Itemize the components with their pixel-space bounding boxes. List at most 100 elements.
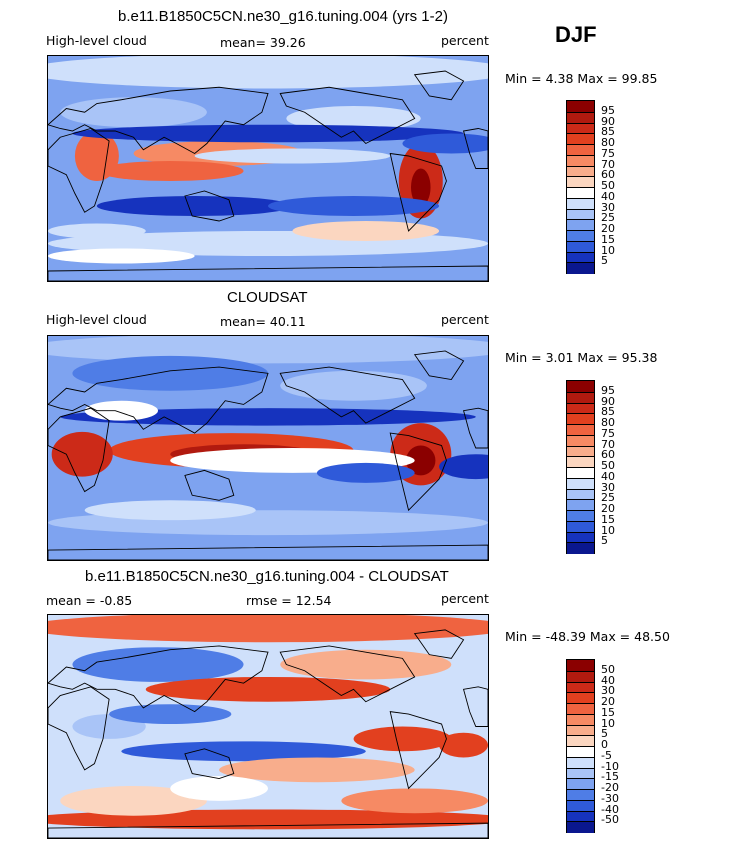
contour-region bbox=[280, 370, 427, 401]
panel-2-units-label: percent bbox=[441, 312, 489, 327]
colorbar-tick-label: 30 bbox=[601, 200, 615, 214]
contour-region bbox=[402, 133, 488, 154]
colorbar-swatch bbox=[567, 789, 594, 801]
colorbar-tick-label: 95 bbox=[601, 383, 615, 397]
coastline bbox=[48, 408, 109, 491]
coastline bbox=[48, 266, 488, 281]
contour-region bbox=[170, 776, 268, 801]
colorbar-swatch bbox=[567, 111, 594, 124]
contour-region bbox=[439, 454, 488, 480]
coastline bbox=[48, 687, 109, 770]
colorbar-swatch bbox=[567, 219, 594, 231]
season-label: DJF bbox=[555, 22, 597, 47]
panel-1-map bbox=[47, 55, 489, 282]
colorbar-swatch bbox=[567, 402, 594, 415]
contour-region bbox=[219, 757, 415, 783]
panel-3-map bbox=[47, 614, 489, 839]
coastline bbox=[280, 87, 414, 143]
colorbar-swatch bbox=[567, 735, 594, 747]
colorbar-swatch bbox=[567, 767, 594, 780]
contour-region bbox=[353, 726, 452, 752]
contour-region bbox=[286, 106, 421, 131]
coastline bbox=[48, 129, 109, 213]
contour-region bbox=[439, 732, 488, 758]
panel-2-min-max: Min = 3.01 Max = 95.38 bbox=[505, 350, 658, 365]
contour-region bbox=[109, 704, 232, 725]
colorbar-swatch bbox=[567, 434, 594, 447]
coastline bbox=[280, 367, 414, 423]
colorbar-swatch bbox=[567, 122, 594, 135]
contour-region bbox=[194, 148, 391, 164]
contour-region bbox=[406, 445, 436, 476]
contour-region bbox=[72, 355, 268, 391]
colorbar-tick-label: -50 bbox=[601, 813, 619, 827]
colorbar-swatch bbox=[567, 542, 594, 554]
colorbar-tick-label: -10 bbox=[601, 759, 619, 773]
coastline bbox=[415, 71, 464, 100]
contour-region bbox=[84, 400, 158, 421]
panel-2-title: CLOUDSAT bbox=[227, 289, 308, 306]
contour-region bbox=[411, 168, 431, 206]
contour-region bbox=[316, 462, 415, 483]
coastline bbox=[390, 712, 446, 789]
colorbar-tick-label: -30 bbox=[601, 791, 619, 805]
coastline bbox=[464, 408, 488, 448]
colorbar-tick-label: 75 bbox=[601, 146, 615, 160]
colorbar-tick-label: 30 bbox=[601, 480, 615, 494]
colorbar-tick-label: 40 bbox=[601, 189, 615, 203]
colorbar-swatch bbox=[567, 520, 594, 533]
contour-region bbox=[48, 248, 195, 264]
coastline bbox=[48, 87, 268, 153]
panel-2-colorbar bbox=[566, 380, 595, 554]
coastline bbox=[464, 687, 488, 727]
colorbar-tick-label: 40 bbox=[601, 673, 615, 687]
panel-1-colorbar bbox=[566, 100, 595, 274]
colorbar-tick-label: 30 bbox=[601, 684, 615, 698]
colorbar-swatch bbox=[567, 799, 594, 812]
contour-region bbox=[268, 196, 440, 216]
contour-region bbox=[60, 408, 476, 426]
colorbar-swatch bbox=[567, 187, 594, 199]
colorbar-swatch bbox=[567, 154, 594, 167]
colorbar-swatch bbox=[567, 230, 594, 242]
colorbar-tick-label: 75 bbox=[601, 426, 615, 440]
contour-region bbox=[96, 196, 293, 216]
colorbar-swatch bbox=[567, 467, 594, 479]
coastline bbox=[415, 630, 464, 658]
contour-region bbox=[74, 131, 119, 181]
panel-3-min-max: Min = -48.39 Max = 48.50 bbox=[505, 629, 670, 644]
contour-region bbox=[48, 56, 488, 89]
colorbar-tick-label: 50 bbox=[601, 662, 615, 676]
colorbar-swatch bbox=[567, 488, 594, 501]
colorbar-swatch bbox=[567, 251, 594, 264]
colorbar-swatch bbox=[567, 144, 594, 156]
colorbar-swatch bbox=[567, 165, 594, 178]
colorbar-swatch bbox=[567, 703, 594, 715]
panel-3-units-label: percent bbox=[441, 591, 489, 606]
colorbar-tick-label: 10 bbox=[601, 716, 615, 730]
colorbar-tick-label: -5 bbox=[601, 748, 612, 762]
colorbar-tick-label: 10 bbox=[601, 243, 615, 257]
colorbar-swatch bbox=[567, 531, 594, 544]
contour-region bbox=[72, 124, 464, 143]
map-field bbox=[48, 615, 488, 838]
colorbar-swatch bbox=[567, 413, 594, 425]
colorbar-swatch bbox=[567, 810, 594, 823]
coastline bbox=[390, 154, 446, 232]
contour-region bbox=[51, 431, 113, 477]
colorbar-swatch bbox=[567, 670, 594, 683]
colorbar-swatch bbox=[567, 101, 594, 113]
colorbar-tick-label: 80 bbox=[601, 136, 615, 149]
panel-2-mean-label: mean= 40.11 bbox=[220, 314, 306, 329]
coastline bbox=[48, 367, 268, 433]
colorbar-swatch bbox=[567, 262, 594, 274]
panel-1-title: b.e11.B1850C5CN.ne30_g16.tuning.004 (yrs… bbox=[118, 8, 448, 25]
coastline bbox=[48, 646, 268, 712]
colorbar-swatch bbox=[567, 176, 594, 188]
contour-region bbox=[280, 649, 452, 680]
contour-region bbox=[96, 161, 244, 181]
contour-region bbox=[121, 741, 366, 762]
colorbar-tick-label: 95 bbox=[601, 103, 615, 117]
colorbar-tick-label: 15 bbox=[601, 232, 615, 246]
contour-region bbox=[292, 221, 440, 241]
